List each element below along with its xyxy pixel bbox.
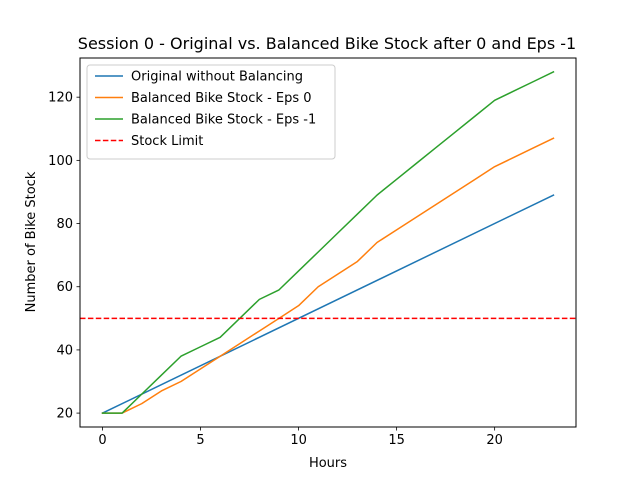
x-tick-label: 10 bbox=[290, 433, 307, 448]
x-tick-label: 15 bbox=[388, 433, 405, 448]
series-line-1 bbox=[101, 137, 555, 414]
y-tick-label: 60 bbox=[56, 280, 73, 295]
legend-label: Balanced Bike Stock - Eps -1 bbox=[131, 113, 316, 128]
legend-label: Original without Balancing bbox=[131, 70, 303, 85]
legend-label: Balanced Bike Stock - Eps 0 bbox=[131, 91, 312, 106]
plot-area bbox=[80, 70, 576, 415]
y-axis-label: Number of Bike Stock bbox=[24, 171, 39, 312]
y-tick-label: 80 bbox=[56, 217, 73, 232]
y-axis: 20 40 60 80 100 120 bbox=[48, 91, 80, 422]
series-line-2 bbox=[101, 70, 555, 414]
legend-label: Stock Limit bbox=[131, 134, 203, 149]
x-tick-label: 0 bbox=[98, 433, 106, 448]
legend: Original without Balancing Balanced Bike … bbox=[86, 64, 336, 160]
x-axis-label: Hours bbox=[309, 456, 347, 471]
x-axis: 0 5 10 15 20 bbox=[98, 427, 503, 448]
y-tick-label: 100 bbox=[48, 154, 73, 169]
plot-frame bbox=[79, 57, 577, 428]
y-tick-label: 40 bbox=[56, 343, 73, 358]
y-tick-label: 20 bbox=[56, 407, 73, 422]
x-tick-label: 20 bbox=[486, 433, 503, 448]
series-line-0 bbox=[101, 194, 555, 415]
legend-box bbox=[86, 64, 336, 160]
x-tick-label: 5 bbox=[196, 433, 204, 448]
chart-title: Session 0 - Original vs. Balanced Bike S… bbox=[78, 34, 576, 53]
y-tick-label: 120 bbox=[48, 91, 73, 106]
